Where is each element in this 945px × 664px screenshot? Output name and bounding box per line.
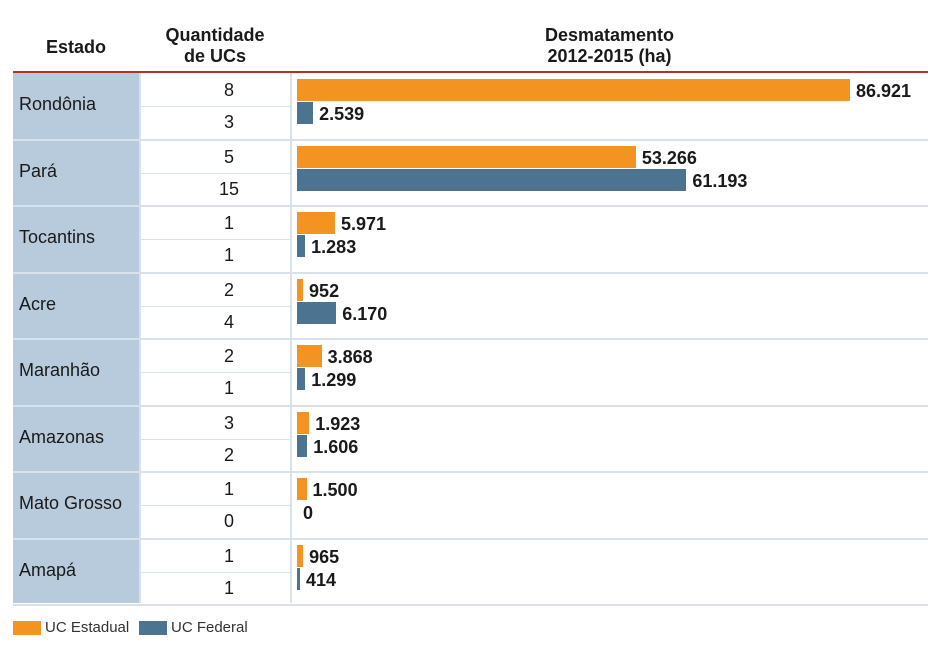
bar-federal [297,102,314,124]
row-separator [13,404,928,407]
uc-count-estadual: 8 [223,80,234,100]
state-label-mato-grosso: Mato Grosso [19,493,123,514]
state-label-acre: Acre [19,293,57,314]
bar-estadual [297,345,322,367]
uc-count-federal: 3 [223,112,234,133]
row-half-separator [139,172,291,174]
bar-estadual [297,478,307,500]
row-separator [13,537,928,540]
value-label-federal: 0 [303,503,314,523]
state-label-amazonas: Amazonas [19,426,105,447]
uc-count-federal: 0 [223,511,234,532]
value-label-federal: 414 [306,569,337,590]
bar-federal [297,368,306,390]
uc-count-estadual: 1 [223,213,234,233]
uc-count-federal: 1 [223,245,234,266]
row-separator [13,205,928,207]
uc-count-federal: 15 [218,178,240,199]
uc-count-federal: 2 [223,444,234,465]
header-quantidade-line1: Quantidade [165,25,265,45]
bar-estadual [297,212,335,234]
uc-count-estadual: 3 [223,412,234,433]
bar-federal [297,168,687,191]
value-label-estadual: 1.923 [315,413,361,434]
value-label-estadual: 86.921 [856,81,912,101]
bar-estadual [297,544,304,567]
uc-count-federal: 1 [223,577,234,598]
value-label-estadual: 952 [309,280,340,301]
row-half-separator [139,571,291,573]
bar-federal [297,235,306,257]
bar-federal [297,567,300,590]
bar-estadual [297,278,304,301]
legend-swatch-estadual [13,621,41,635]
state-label-para: Pará [19,160,58,181]
value-label-estadual: 965 [309,546,340,567]
bar-estadual [297,411,310,434]
row-half-separator [139,505,291,507]
value-label-federal: 2.539 [319,104,365,124]
row-half-separator [139,438,291,440]
value-label-estadual: 5.971 [340,214,387,234]
bar-estadual [297,145,636,168]
value-label-estadual: 1.500 [312,480,358,500]
row-half-separator [139,372,291,374]
bar-federal [297,434,308,457]
row-half-separator [139,305,291,307]
value-label-federal: 1.606 [313,436,359,457]
value-label-federal: 61.193 [692,170,748,191]
uc-count-federal: 1 [223,378,234,399]
row-half-separator [139,106,291,108]
bar-estadual [297,79,850,101]
row-separator [13,471,928,473]
header-quantidade: Quantidade de UCs [139,25,291,67]
header-desmatamento: Desmatamento 2012-2015 (ha) [291,25,928,67]
header-divider [13,71,928,73]
uc-count-estadual: 1 [223,479,234,499]
uc-count-estadual: 2 [223,346,234,366]
uc-count-estadual: 1 [223,545,234,566]
row-separator [13,138,928,141]
legend-label-estadual: UC Estadual [45,619,130,636]
value-label-federal: 1.299 [311,370,357,390]
header-desmatamento-line1: Desmatamento [544,25,675,45]
value-label-estadual: 3.868 [327,347,373,367]
bar-federal [297,301,337,324]
state-label-amapa: Amapá [19,559,77,580]
value-label-federal: 1.283 [311,237,357,257]
uc-count-estadual: 2 [223,279,234,300]
uc-count-federal: 4 [223,311,234,332]
row-separator [13,604,928,606]
header-desmatamento-line2: 2012-2015 (ha) [547,46,672,66]
state-label-maranhao: Maranhão [19,360,101,381]
value-label-federal: 6.170 [342,303,388,324]
value-label-estadual: 53.266 [641,147,697,168]
row-separator [13,271,928,274]
header-estado: Estado [45,37,106,57]
uc-count-estadual: 5 [223,146,234,167]
state-label-rondonia: Rondônia [19,94,97,115]
legend-swatch-federal [139,621,167,635]
row-separator [13,338,928,340]
row-half-separator [139,239,291,241]
legend-label-federal: UC Federal [171,619,248,636]
state-label-tocantins: Tocantins [19,227,96,248]
header-quantidade-line2: de UCs [183,46,246,66]
